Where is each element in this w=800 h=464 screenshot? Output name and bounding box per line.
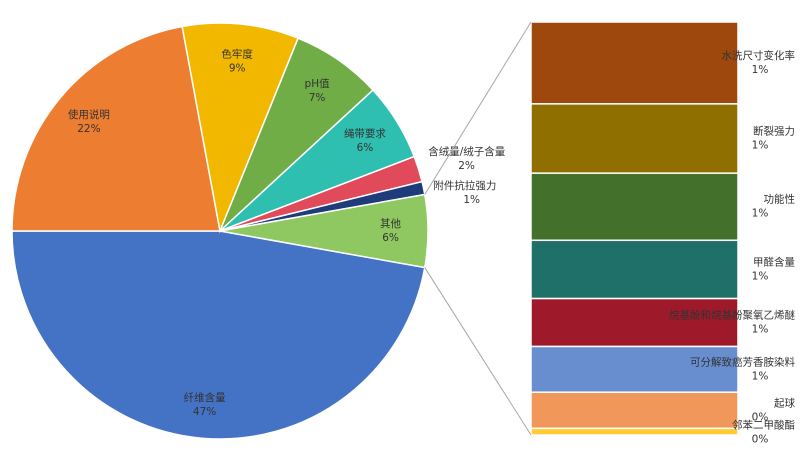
pie-value-label: 47% [193,406,216,418]
bar-segment [530,103,739,174]
pie-label: 含绒量/绒子含量 [428,145,506,158]
bar-label: 断裂强力 [753,125,795,138]
bar-label: 起球 [774,396,795,409]
bar-segment [530,239,739,300]
pie-label: 绳带要求 [344,127,386,140]
bar-label: 功能性 [764,193,796,206]
bar-value-label: 1% [752,140,769,152]
pie-slice [11,25,221,232]
bar-value-label: 1% [752,64,769,76]
bar-value-label: 1% [752,324,769,336]
pie-label: 色牢度 [221,47,253,60]
pie-value-label: 6% [357,142,374,154]
bar-segment [530,172,739,242]
pie-label: 纤维含量 [184,391,226,404]
connector-line [424,267,532,436]
bar-label: 水洗尺寸变化率 [722,49,796,62]
pie-slice [11,230,426,440]
bar-value-label: 0% [752,433,769,445]
pie-value-label: 1% [463,194,480,206]
pie-value-label: 22% [77,123,100,135]
pie-value-label: 9% [229,62,246,74]
pie-value-label: 2% [458,160,475,172]
bar-segment [530,297,739,348]
bar-label: 甲醛含量 [753,255,795,268]
bar-segment [530,345,739,393]
bar-label: 烷基酚和烷基酚聚氧乙烯醚 [669,309,795,322]
pie-value-label: 6% [382,232,399,244]
pie-slice [219,193,429,269]
pie-slice [181,22,300,234]
bar-value-label: 1% [752,370,769,382]
bar-segment [530,427,739,436]
bar-label: 可分解致癌芳香胺染料 [690,355,795,368]
pie-value-label: 7% [309,92,326,104]
bar-value-label: 0% [752,411,769,423]
pie-label: 其他 [380,217,401,230]
bar-segment [530,391,739,430]
bar-value-label: 1% [752,270,769,282]
bar-segment [530,21,739,105]
pie-label: 附件抗拉强力 [433,179,496,192]
bar-value-label: 1% [752,208,769,220]
pie-label: 使用说明 [68,108,110,121]
pie-label: pH值 [305,77,331,90]
bar-label: 邻苯二甲酸酯 [732,418,795,431]
connector-line [424,21,532,195]
